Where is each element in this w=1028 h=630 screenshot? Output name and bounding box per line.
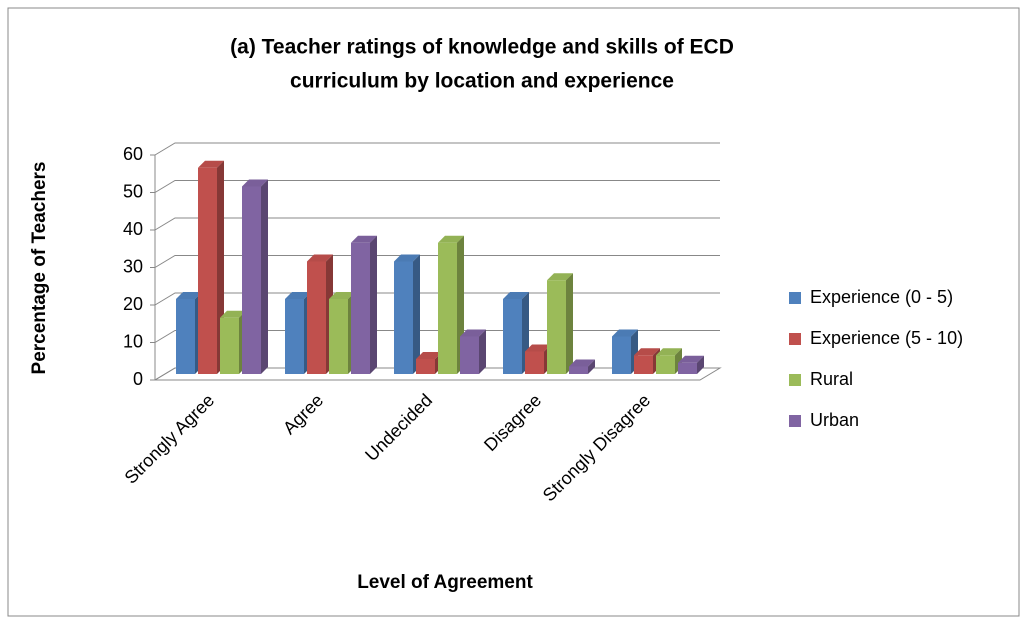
bar-side bbox=[588, 359, 595, 374]
bar-top bbox=[416, 352, 442, 359]
bar-top bbox=[394, 254, 420, 262]
bar bbox=[656, 355, 675, 374]
bar-top bbox=[242, 179, 268, 187]
bar-top bbox=[525, 344, 551, 352]
bar-top bbox=[176, 292, 202, 299]
bar bbox=[394, 261, 413, 374]
legend-label: Rural bbox=[810, 369, 853, 389]
grid-line bbox=[154, 180, 720, 193]
grid-line bbox=[154, 292, 720, 306]
chart-title: (a) Teacher ratings of knowledge and ski… bbox=[230, 36, 734, 59]
legend-swatch bbox=[789, 333, 801, 345]
bar-top bbox=[634, 348, 660, 356]
bar bbox=[220, 317, 239, 374]
bar bbox=[460, 336, 479, 374]
bar-side bbox=[370, 235, 377, 374]
legend-label: Experience (0 - 5) bbox=[810, 287, 953, 307]
grid-line bbox=[154, 255, 720, 268]
bar-top bbox=[198, 160, 224, 168]
grid-line bbox=[154, 217, 720, 231]
bar-side bbox=[413, 254, 420, 374]
legend-swatch bbox=[789, 374, 801, 386]
bar-top bbox=[220, 310, 246, 318]
legend-label: Experience (5 - 10) bbox=[810, 328, 963, 348]
legend-swatch bbox=[789, 292, 801, 304]
bar-side bbox=[697, 355, 704, 374]
bar bbox=[503, 299, 522, 374]
legend-label: Urban bbox=[810, 410, 859, 430]
bar bbox=[569, 366, 588, 374]
bar-top bbox=[547, 273, 573, 281]
y-tick-label: 40 bbox=[123, 219, 143, 239]
bar-top bbox=[656, 348, 682, 356]
bar-side bbox=[261, 179, 268, 374]
y-tick-label: 30 bbox=[123, 256, 143, 276]
bar-top bbox=[351, 235, 377, 243]
bar bbox=[285, 299, 304, 374]
bar bbox=[634, 355, 653, 374]
bar bbox=[242, 186, 261, 374]
bar-top bbox=[460, 329, 486, 337]
y-tick-label: 0 bbox=[133, 369, 143, 389]
bar-side bbox=[479, 329, 486, 374]
y-tick-label: 50 bbox=[123, 181, 143, 201]
bar bbox=[307, 261, 326, 374]
y-axis-label: Percentage of Teachers bbox=[29, 162, 50, 375]
chart-title: curriculum by location and experience bbox=[290, 70, 674, 93]
bar bbox=[416, 359, 435, 374]
bar bbox=[678, 362, 697, 374]
bar-top bbox=[612, 329, 638, 337]
y-tick-label: 10 bbox=[123, 331, 143, 351]
bar bbox=[176, 299, 195, 374]
bar bbox=[198, 167, 217, 374]
bar bbox=[525, 351, 544, 374]
bar-top bbox=[307, 254, 333, 262]
bar bbox=[547, 280, 566, 374]
bar-top bbox=[285, 292, 311, 299]
bar-side bbox=[566, 273, 573, 374]
bar bbox=[351, 242, 370, 374]
bar bbox=[612, 336, 631, 374]
y-tick-label: 20 bbox=[123, 294, 143, 314]
bar-top bbox=[678, 355, 704, 363]
bar bbox=[438, 242, 457, 374]
bar bbox=[329, 299, 348, 374]
bar-top bbox=[503, 292, 529, 299]
grid-line bbox=[154, 142, 720, 156]
bar-top bbox=[438, 235, 464, 243]
grid-line bbox=[154, 330, 720, 343]
bar-top bbox=[329, 292, 355, 299]
bar-top bbox=[569, 359, 595, 367]
legend-swatch bbox=[789, 415, 801, 427]
x-axis-label: Level of Agreement bbox=[357, 572, 533, 593]
y-tick-label: 60 bbox=[123, 144, 143, 164]
